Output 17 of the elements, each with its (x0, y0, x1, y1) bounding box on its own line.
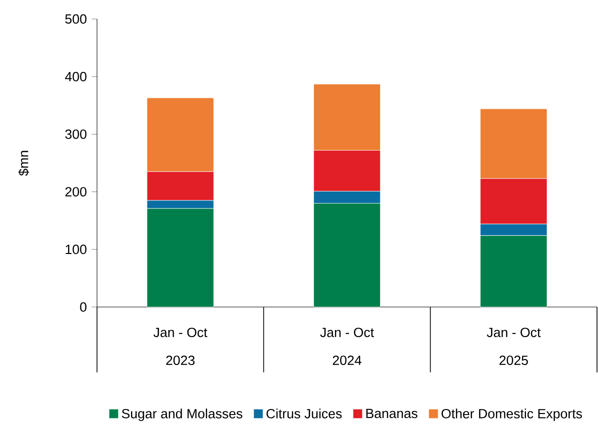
text: 2023 (166, 356, 195, 366)
y-tick-label: 300 (65, 129, 86, 139)
y-axis-title: $mn (18, 150, 30, 176)
text: 2025 (500, 356, 528, 366)
legend-label: Bananas (366, 408, 418, 418)
x-tick-label: Jan - Oct (154, 328, 208, 338)
x-tick-label: Jan - Oct (486, 328, 541, 338)
legend-label: Sugar and Molasses (122, 408, 242, 422)
x-tick-label: Jan - Oct (320, 328, 374, 338)
legend-label: Other Domestic Exports (442, 408, 582, 422)
text: 2024 (332, 356, 362, 366)
y-tick-label: 100 (66, 244, 86, 254)
legend-label: Citrus Juices (266, 408, 342, 418)
y-tick-label: 200 (65, 187, 86, 197)
y-tick-label: 400 (65, 72, 86, 82)
y-tick-label: 0 (80, 302, 86, 312)
y-tick-label: 500 (65, 14, 86, 24)
